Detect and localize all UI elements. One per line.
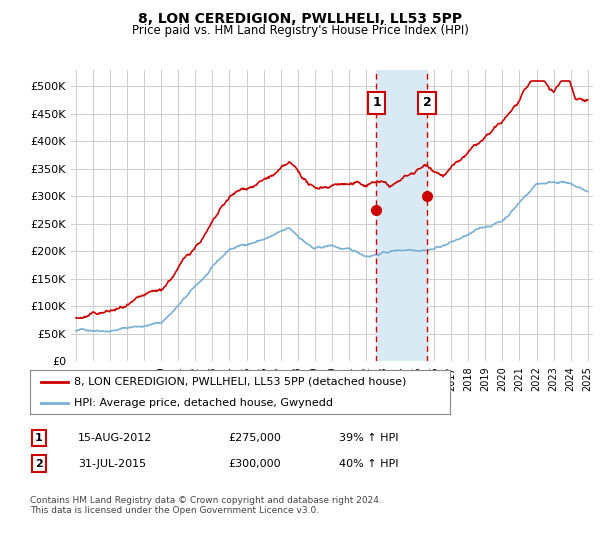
Text: 1: 1 <box>372 96 381 109</box>
Text: 2: 2 <box>422 96 431 109</box>
Text: HPI: Average price, detached house, Gwynedd: HPI: Average price, detached house, Gwyn… <box>74 398 333 408</box>
Text: 8, LON CEREDIGION, PWLLHELI, LL53 5PP (detached house): 8, LON CEREDIGION, PWLLHELI, LL53 5PP (d… <box>74 377 406 387</box>
Text: 15-AUG-2012: 15-AUG-2012 <box>78 433 152 443</box>
Text: Price paid vs. HM Land Registry's House Price Index (HPI): Price paid vs. HM Land Registry's House … <box>131 24 469 36</box>
Text: 2: 2 <box>35 459 43 469</box>
Text: £300,000: £300,000 <box>228 459 281 469</box>
Text: Contains HM Land Registry data © Crown copyright and database right 2024.
This d: Contains HM Land Registry data © Crown c… <box>30 496 382 515</box>
Text: 39% ↑ HPI: 39% ↑ HPI <box>339 433 398 443</box>
Text: £275,000: £275,000 <box>228 433 281 443</box>
Bar <box>376 70 427 361</box>
Text: 40% ↑ HPI: 40% ↑ HPI <box>339 459 398 469</box>
Text: 31-JUL-2015: 31-JUL-2015 <box>78 459 146 469</box>
Text: 8, LON CEREDIGION, PWLLHELI, LL53 5PP: 8, LON CEREDIGION, PWLLHELI, LL53 5PP <box>138 12 462 26</box>
Text: 1: 1 <box>35 433 43 443</box>
